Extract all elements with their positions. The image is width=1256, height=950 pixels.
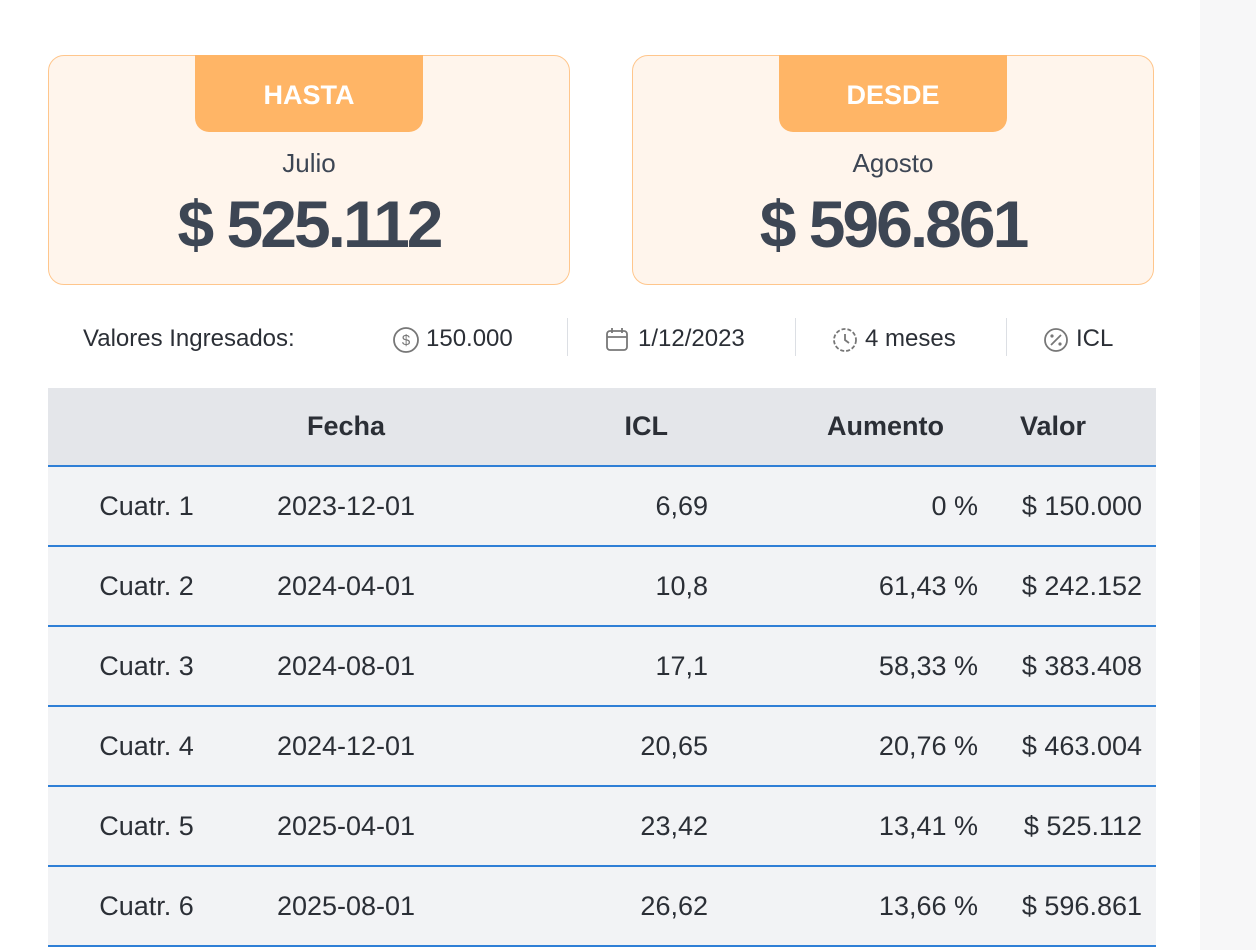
- input-index: ICL: [1042, 322, 1113, 356]
- table-cell: 0 %: [708, 466, 979, 547]
- table-cell: Cuatr. 4: [48, 706, 245, 787]
- table-row: Cuatr. 1 2023-12-01 6,69 0 % $ 150.000: [48, 466, 1156, 547]
- dollar-icon: $: [393, 326, 419, 353]
- table-cell: 17,1: [447, 626, 708, 707]
- table-row: Cuatr. 2 2024-04-01 10,8 61,43 % $ 242.152: [48, 546, 1156, 627]
- table-cell: 2025-04-01: [245, 786, 447, 867]
- table-cell: Cuatr. 2: [48, 546, 245, 627]
- results-table: Fecha ICL Aumento Valor Cuatr. 1 2023-12-01 6…: [48, 388, 1156, 947]
- card: DESDE Agosto $ 596.861: [632, 55, 1154, 285]
- clock-icon: [833, 327, 857, 352]
- table-cell: $ 463.004: [979, 706, 1156, 787]
- header-cell: [48, 388, 245, 467]
- input-amount: $150.000: [392, 322, 513, 356]
- table-cell: 6,69: [447, 466, 708, 547]
- table-cell: 13,41 %: [708, 786, 979, 867]
- table-cell: 2024-12-01: [245, 706, 447, 787]
- calendar-icon: [606, 327, 628, 351]
- card-tag: DESDE: [779, 55, 1007, 132]
- table-cell: 26,62: [447, 866, 708, 947]
- separator: [795, 318, 796, 356]
- table-cell: Cuatr. 6: [48, 866, 245, 947]
- header-cell: Fecha: [245, 388, 447, 467]
- table-body: Cuatr. 1 2023-12-01 6,69 0 % $ 150.000 Cuatr.…: [48, 466, 1156, 947]
- header-row: Fecha ICL Aumento Valor: [48, 388, 1156, 467]
- separator: [567, 318, 568, 356]
- input-value: 1/12/2023: [638, 325, 745, 352]
- table-cell: $ 150.000: [979, 466, 1156, 547]
- card-amount: $ 525.112: [177, 187, 444, 261]
- table-cell: Cuatr. 3: [48, 626, 245, 707]
- table-cell: Cuatr. 5: [48, 786, 245, 867]
- card-amount: $ 596.861: [759, 187, 1030, 261]
- card: HASTA Julio $ 525.112: [48, 55, 570, 285]
- svg-text:$: $: [402, 332, 411, 349]
- table-cell: 20,76 %: [708, 706, 979, 787]
- table-cell: $ 596.861: [979, 866, 1156, 947]
- table-cell: $ 242.152: [979, 546, 1156, 627]
- inputs-label: Valores Ingresados:: [83, 325, 295, 352]
- header-cell: ICL: [447, 388, 708, 467]
- header-cell: Valor: [979, 388, 1156, 467]
- input-value: 4 meses: [865, 325, 956, 352]
- table-cell: 10,8: [447, 546, 708, 627]
- header-cell: Aumento: [708, 388, 979, 467]
- input-period: 4 meses: [831, 322, 956, 356]
- table-row: Cuatr. 5 2025-04-01 23,42 13,41 % $ 525.112: [48, 786, 1156, 867]
- input-date: 1/12/2023: [604, 322, 745, 356]
- input-value: 150.000: [426, 325, 513, 352]
- table-cell: 61,43 %: [708, 546, 979, 627]
- table-cell: $ 525.112: [979, 786, 1156, 867]
- side-panel: [1200, 0, 1256, 950]
- table-cell: 2024-08-01: [245, 626, 447, 707]
- table-cell: 2023-12-01: [245, 466, 447, 547]
- table-cell: Cuatr. 1: [48, 466, 245, 547]
- table-row: Cuatr. 6 2025-08-01 26,62 13,66 % $ 596.861: [48, 866, 1156, 947]
- percent-icon: [1044, 327, 1068, 352]
- table-row: Cuatr. 3 2024-08-01 17,1 58,33 % $ 383.408: [48, 626, 1156, 707]
- card-month: Julio: [282, 148, 336, 178]
- card-tag: HASTA: [195, 55, 423, 132]
- table-cell: 2024-04-01: [245, 546, 447, 627]
- table-cell: 58,33 %: [708, 626, 979, 707]
- table-cell: 2025-08-01: [245, 866, 447, 947]
- table-cell: $ 383.408: [979, 626, 1156, 707]
- table-row: Cuatr. 4 2024-12-01 20,65 20,76 % $ 463.004: [48, 706, 1156, 787]
- table-cell: 20,65: [447, 706, 708, 787]
- input-value: ICL: [1076, 325, 1114, 352]
- table-cell: 23,42: [447, 786, 708, 867]
- separator: [1006, 318, 1007, 356]
- table-cell: 13,66 %: [708, 866, 979, 947]
- card-month: Agosto: [852, 148, 934, 178]
